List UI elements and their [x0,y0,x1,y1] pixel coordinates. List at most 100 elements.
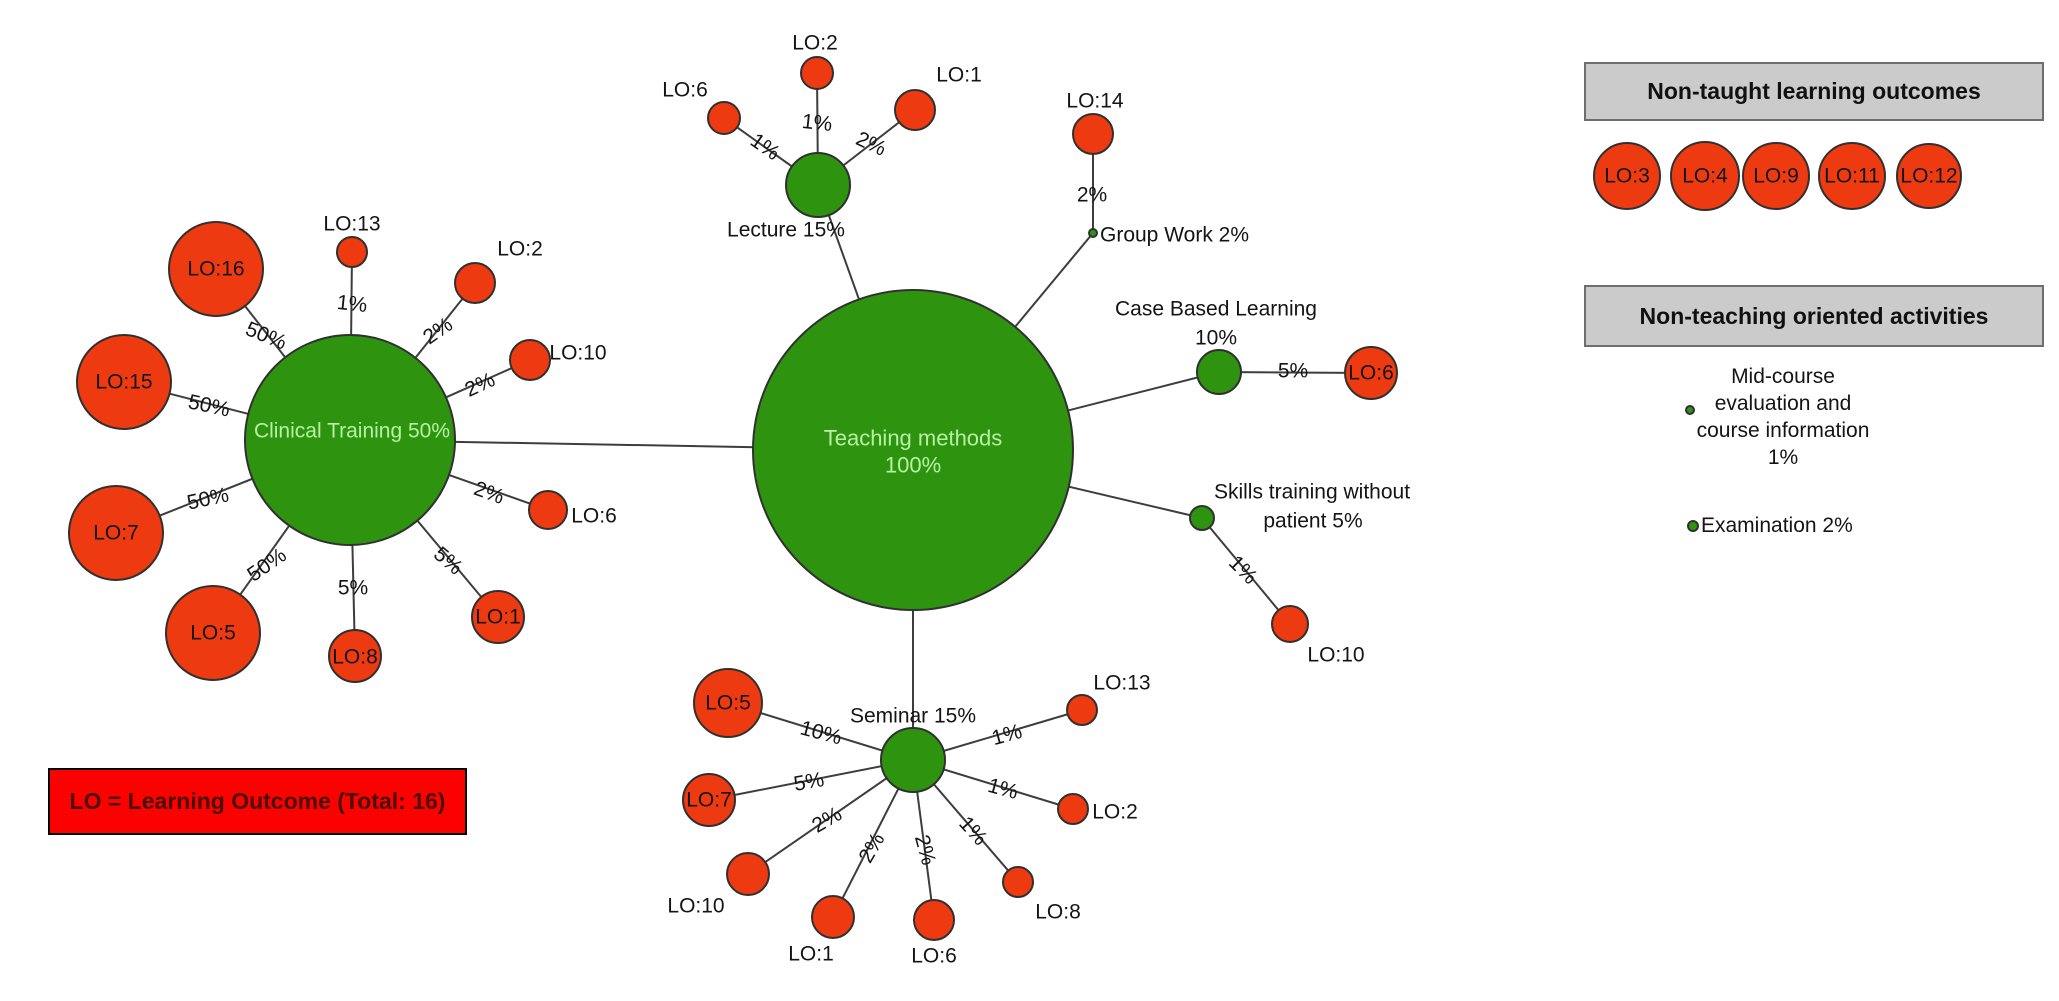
label-lo-2: LO:2 [1092,801,1138,824]
label-2: 2% [471,477,507,509]
label-lo-1: LO:1 [936,64,982,87]
label-10: 10% [1195,327,1237,350]
label-clinical-training-50: Clinical Training 50% [254,420,450,443]
label-seminar-15: Seminar 15% [850,705,976,728]
node-sem-lo6 [913,899,955,941]
node-ct-lo2 [454,262,496,304]
edge-skills-sk-lo10 [1201,517,1291,625]
edge-seminar-sem-lo7 [708,759,914,801]
lo-abbreviation-note: LO = Learning Outcome (Total: 16) [48,768,467,835]
node-midcourse-dot [1685,405,1695,415]
midcourse-evaluation-entry: Mid-course evaluation and course informa… [1680,363,1886,471]
label-50: 50% [186,390,232,421]
node-lec-lo1 [894,89,936,131]
label-5: 5% [792,768,826,796]
node-nt-lo3 [1593,142,1661,210]
label-lo-12: LO:12 [1900,165,1957,188]
label-10: 10% [798,716,845,749]
label-lo-15: LO:15 [95,371,152,394]
label-lo-7: LO:7 [686,789,732,812]
label-100: 100% [885,453,941,478]
label-lo-10: LO:10 [667,895,724,918]
node-sem-lo5 [693,668,763,738]
node-ct-lo5 [165,585,261,681]
node-cbl [1196,349,1242,395]
node-cbl-lo6 [1344,346,1398,400]
label-lo-5: LO:5 [190,622,236,645]
label-lo-2: LO:2 [792,32,838,55]
node-ct-lo16 [168,221,264,317]
node-ct-lo15 [76,334,172,430]
node-ct-lo10 [509,339,551,381]
node-exam-dot [1687,520,1699,532]
node-sk-lo10 [1271,605,1309,643]
node-skills [1189,505,1215,531]
lo-abbreviation-text: LO = Learning Outcome (Total: 16) [69,788,446,814]
node-nt-lo12 [1896,143,1962,209]
label-5: 5% [338,577,368,600]
node-sem-lo1 [811,895,855,939]
label-1: 1% [336,291,369,317]
label-lo-16: LO:16 [187,258,244,281]
non-teaching-legend-title: Non-teaching oriented activities [1639,302,1989,329]
examination-entry: Examination 2% [1701,514,1853,538]
node-sem-lo8 [1002,866,1034,898]
label-lo-13: LO:13 [1093,672,1150,695]
node-ct-lo7 [68,485,164,581]
label-50: 50% [185,483,231,514]
node-ct-lo1 [471,590,525,644]
node-sem-lo13 [1066,694,1098,726]
node-sem-lo10 [726,852,770,896]
label-lo-3: LO:3 [1604,165,1650,188]
label-lo-5: LO:5 [705,692,751,715]
label-lo-4: LO:4 [1682,165,1728,188]
label-1: 1% [746,129,784,165]
label-lo-9: LO:9 [1753,165,1799,188]
label-1: 1% [985,774,1020,804]
node-gw-lo14 [1072,113,1114,155]
label-group-work-2: Group Work 2% [1100,224,1249,247]
midcourse-line-3: course information [1696,419,1870,442]
label-lo-2: LO:2 [497,238,543,261]
label-2: 2% [808,802,846,837]
label-2: 2% [852,127,889,161]
label-2: 2% [419,313,457,349]
node-lec-lo6 [707,101,741,135]
edge-seminar-sem-lo10 [747,759,914,875]
non-taught-legend-title: Non-taught learning outcomes [1647,78,1981,104]
node-nt-lo9 [1742,142,1810,210]
node-ct-lo13 [336,236,368,268]
label-50: 50% [242,317,290,354]
label-lo-1: LO:1 [475,606,521,629]
label-lo-8: LO:8 [332,646,378,669]
label-lo-6: LO:6 [911,945,957,968]
midcourse-line-4: 1% [1767,446,1799,469]
label-lo-6: LO:6 [571,505,617,528]
label-teaching-methods: Teaching methods [824,426,1003,451]
label-2: 2% [854,829,889,867]
examination-label: Examination 2% [1701,514,1853,537]
label-5: 5% [1278,360,1308,383]
node-seminar [880,727,946,793]
label-lo-10: LO:10 [1307,644,1364,667]
node-ct-lo6 [528,490,568,530]
label-lo-10: LO:10 [549,342,606,365]
midcourse-line-1: Mid-course [1731,365,1835,388]
label-skills-training-without: Skills training without [1214,481,1410,504]
label-lo-6: LO:6 [662,79,708,102]
label-case-based-learning: Case Based Learning [1115,298,1317,321]
node-sem-lo2 [1057,793,1089,825]
label-2: 2% [1077,184,1107,207]
node-ct-lo8 [328,629,382,683]
label-2: 2% [910,832,940,867]
node-clinical [244,334,456,546]
label-1: 1% [989,720,1024,750]
label-1: 1% [801,110,834,136]
label-lo-6: LO:6 [1348,362,1394,385]
node-lec-lo2 [800,56,834,90]
node-teaching [752,289,1074,611]
node-groupwork [1088,228,1098,238]
label-lo-14: LO:14 [1066,90,1124,113]
